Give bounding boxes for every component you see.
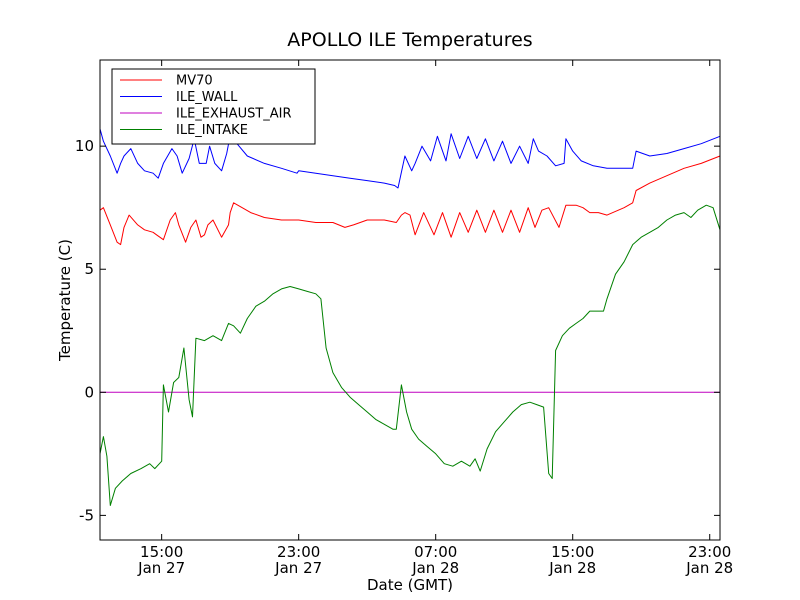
legend-label-ile-wall: ILE_WALL [176,90,238,105]
x-tick-label-date: Jan 28 [411,559,459,577]
series-line-ile-intake [99,204,721,506]
x-tick-label-date: Jan 27 [137,559,185,577]
legend-frame [111,68,316,145]
x-tick-label-time: 15:00 [551,543,594,561]
y-axis: 10 5 0 -5 [75,137,720,524]
legend-label-ile-exhaust-air: ILE_EXHAUST_AIR [176,107,292,122]
y-tick-label: 10 [75,137,94,155]
series-line-mv70 [99,155,721,246]
series-layer [99,126,721,506]
y-tick-label: -5 [79,506,94,524]
legend-label-ile-intake: ILE_INTAKE [176,123,248,138]
x-tick-label-time: 07:00 [414,543,457,561]
legend-label-mv70: MV70 [176,74,213,89]
x-tick-label-date: Jan 28 [548,559,596,577]
series-line-ile-wall [99,126,721,189]
x-tick-label-date: Jan 27 [274,559,322,577]
x-tick-label-time: 23:00 [688,543,731,561]
x-axis-label: Date (GMT) [367,576,453,594]
x-tick-label-date: Jan 28 [685,559,733,577]
plot-frame [99,59,721,541]
y-tick-label: 0 [84,383,94,401]
x-tick-label-time: 23:00 [277,543,320,561]
y-axis-label: Temperature (C) [56,239,74,362]
chart-title: APOLLO ILE Temperatures [287,29,532,51]
x-tick-label-time: 15:00 [140,543,183,561]
y-tick-label: 5 [84,260,94,278]
